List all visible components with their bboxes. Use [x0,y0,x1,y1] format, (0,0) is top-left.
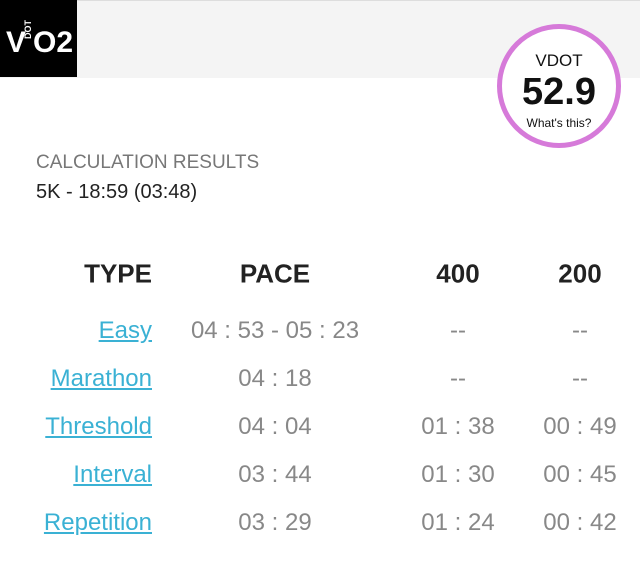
pace-cell: 03 : 44 [238,461,312,488]
pace-cell: 00 : 49 [543,413,617,440]
type-link[interactable]: Interval [73,461,152,488]
logo-v: V [6,26,27,59]
vdot-label: VDOT [535,51,583,70]
pace-cell: -- [450,365,466,392]
pace-cell: 04 : 04 [238,413,312,440]
results-title: CALCULATION RESULTS [36,152,260,173]
pace-cell: 01 : 30 [421,461,495,488]
pace-cell: -- [572,317,588,344]
pace-cell: 01 : 38 [421,413,495,440]
vdot-value: 52.9 [522,71,596,113]
pace-cell: -- [572,365,588,392]
type-link[interactable]: Marathon [50,365,152,392]
vdot-badge: VDOT 52.9 What's this? [497,24,621,148]
logo[interactable]: V DOT O2 [0,0,77,77]
race-summary: 5K - 18:59 (03:48) [36,181,198,203]
pace-cell: -- [450,317,466,344]
column-header: TYPE [84,258,152,289]
type-link[interactable]: Easy [98,317,152,344]
pace-cell: 01 : 24 [421,509,495,536]
help-link[interactable]: What's this? [526,116,592,130]
column-header: PACE [239,258,311,289]
pace-cell: 00 : 42 [543,509,617,536]
type-link[interactable]: Threshold [45,413,152,440]
logo-dot: DOT [23,20,33,39]
column-header: 200 [558,258,602,289]
pace-cell: 03 : 29 [238,509,312,536]
type-link[interactable]: Repetition [43,509,152,536]
logo-o2: O2 [33,26,74,59]
pace-cell: 00 : 45 [543,461,617,488]
pace-cell: 04 : 18 [238,365,312,392]
column-header: 400 [436,258,480,289]
pace-cell: 04 : 53 - 05 : 23 [190,317,360,344]
